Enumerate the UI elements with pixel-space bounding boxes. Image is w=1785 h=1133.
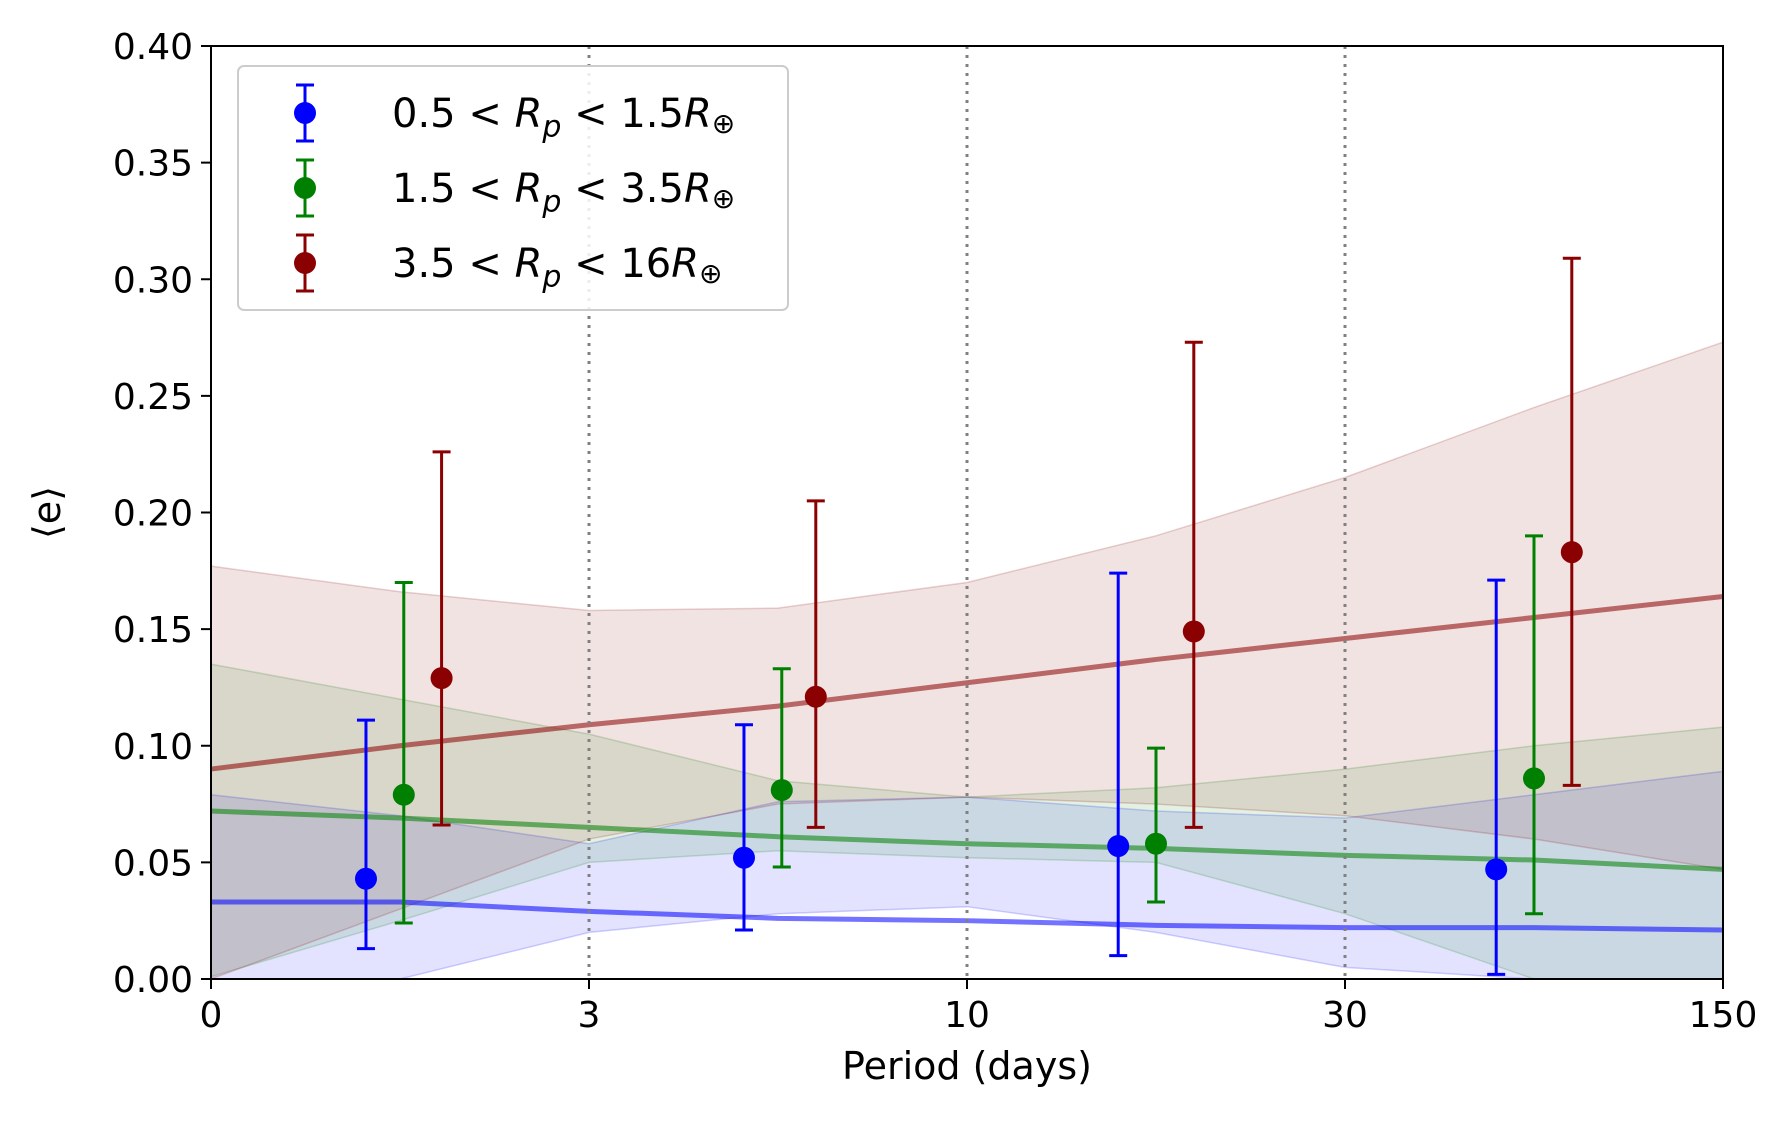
data-point — [354, 718, 377, 951]
y-axis-ticks: 0.00 0.05 0.10 0.15 0.20 0.25 0.30 0.35 0.40 — [113, 27, 211, 1001]
y-tick-label: 0.30 — [113, 260, 193, 301]
legend-marker — [294, 102, 316, 124]
data-point — [430, 450, 453, 827]
legend-item: 3.5 < Rp < 16R⊕ — [294, 233, 723, 295]
marker — [770, 779, 793, 802]
legend-label-part: R — [515, 91, 543, 137]
legend-label-part: < 3.5 — [561, 166, 684, 212]
legend-label-part: R — [671, 241, 699, 287]
legend-label: 0.5 < Rp < 1.5R⊕ — [392, 91, 735, 145]
legend-label-part: p — [541, 260, 561, 295]
y-tick-label: 0.25 — [113, 377, 193, 418]
legend-label-part: R — [515, 166, 543, 212]
legend-label: 3.5 < Rp < 16R⊕ — [392, 241, 723, 295]
data-point — [1107, 571, 1130, 958]
marker — [1145, 832, 1167, 855]
trend-line-2 — [210, 808, 1724, 872]
legend-item: 0.5 < Rp < 1.5R⊕ — [294, 83, 735, 145]
trend-line-3 — [210, 593, 1724, 772]
x-tick-label: 3 — [578, 995, 601, 1036]
data-point — [1485, 578, 1508, 976]
marker — [392, 783, 415, 806]
legend-item: 1.5 < Rp < 3.5R⊕ — [294, 158, 735, 220]
data-point — [732, 723, 755, 932]
y-tick-label: 0.20 — [113, 494, 193, 535]
marker — [732, 846, 755, 869]
legend-label-part: 3.5 < — [392, 241, 515, 287]
marker — [804, 685, 827, 708]
y-tick-label: 0.05 — [113, 843, 193, 884]
data-point — [1523, 534, 1545, 916]
legend-label-part: R — [515, 241, 543, 287]
legend-label-part: p — [541, 110, 561, 145]
x-tick-label: 10 — [944, 995, 990, 1036]
marker — [1485, 858, 1508, 881]
x-axis-label: Period (days) — [842, 1044, 1092, 1088]
legend-label: 1.5 < Rp < 3.5R⊕ — [392, 166, 735, 220]
legend-label-part: p — [541, 185, 561, 220]
x-tick-label: 0 — [200, 995, 223, 1036]
legend-label-part: ⊕ — [712, 182, 735, 215]
y-tick-label: 0.00 — [113, 960, 193, 1001]
legend: 0.5 < Rp < 1.5R⊕1.5 < Rp < 3.5R⊕3.5 < Rp… — [237, 65, 789, 311]
marker — [430, 667, 453, 690]
data-point — [1182, 340, 1205, 829]
data-point — [392, 580, 415, 925]
x-tick-label: 30 — [1322, 995, 1368, 1036]
data-points — [354, 256, 1583, 976]
data-point — [804, 499, 827, 829]
legend-label-part: R — [684, 166, 712, 212]
y-axis-label: ⟨e⟩ — [25, 486, 69, 539]
data-point — [1560, 256, 1583, 787]
legend-box — [237, 65, 789, 311]
marker — [354, 867, 377, 890]
marker — [1182, 620, 1205, 643]
x-tick-label: 150 — [1689, 995, 1758, 1036]
legend-label-part: < 1.5 — [561, 91, 684, 137]
marker — [1560, 541, 1583, 564]
data-point — [770, 667, 793, 869]
data-point — [1145, 746, 1167, 904]
y-tick-label: 0.40 — [113, 27, 193, 68]
legend-label-part: < 16 — [561, 241, 671, 287]
legend-label-part: 0.5 < — [392, 91, 515, 137]
legend-marker — [294, 177, 316, 199]
y-tick-label: 0.15 — [113, 610, 193, 651]
marker — [1523, 767, 1545, 790]
legend-label-part: ⊕ — [699, 257, 722, 290]
legend-label-part: ⊕ — [712, 107, 735, 140]
marker — [1107, 835, 1130, 858]
x-axis-ticks: 0 3 10 30 150 — [200, 979, 1758, 1036]
y-tick-label: 0.10 — [113, 727, 193, 768]
y-tick-label: 0.35 — [113, 144, 193, 185]
legend-label-part: R — [684, 91, 712, 137]
legend-marker — [294, 252, 316, 274]
legend-label-part: 1.5 < — [392, 166, 515, 212]
